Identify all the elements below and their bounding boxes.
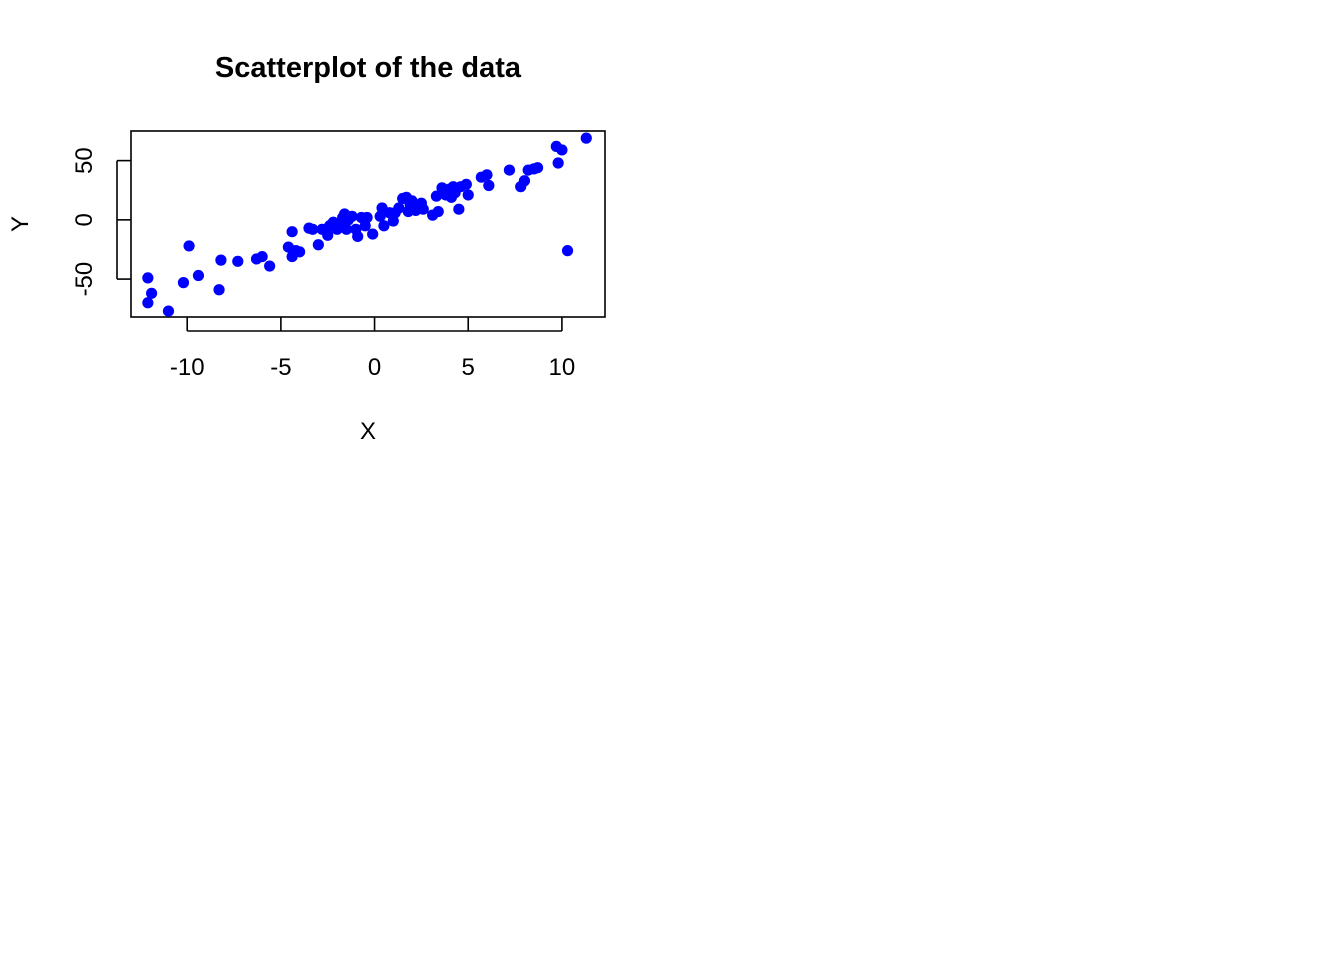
scatter-point xyxy=(352,230,364,243)
scatter-point xyxy=(256,250,268,263)
scatter-point xyxy=(307,223,319,235)
scatter-point xyxy=(481,169,493,181)
scatter-point xyxy=(232,255,244,267)
scatter-point xyxy=(378,220,390,232)
x-tick-label: 0 xyxy=(368,354,381,381)
scatter-point xyxy=(462,189,474,201)
y-tick-label: 0 xyxy=(71,213,98,226)
scatter-point xyxy=(294,246,306,258)
scatter-point xyxy=(146,287,158,299)
scatter-point xyxy=(561,245,574,257)
y-axis-label: Y xyxy=(7,216,34,232)
x-tick-label: -10 xyxy=(170,354,205,381)
scatter-point xyxy=(453,203,465,215)
x-axis-label: X xyxy=(360,418,376,445)
data-points xyxy=(142,132,592,317)
scatter-point xyxy=(142,297,154,309)
x-axis: -10 -5 0 5 10 xyxy=(170,317,575,381)
scatter-point xyxy=(346,210,358,222)
y-tick-label: -50 xyxy=(71,262,98,297)
x-tick-label: 10 xyxy=(549,354,576,381)
scatter-point xyxy=(417,203,429,215)
y-tick-label: 50 xyxy=(71,147,98,174)
scatter-point xyxy=(213,284,225,296)
scatter-point xyxy=(142,272,154,284)
scatter-point xyxy=(183,240,195,252)
scatter-point xyxy=(460,178,472,190)
scatter-point xyxy=(215,254,227,266)
scatter-point xyxy=(162,305,175,317)
scatter-point xyxy=(531,162,544,174)
scatter-point xyxy=(312,239,324,251)
scatter-point xyxy=(580,132,592,144)
scatter-point xyxy=(393,202,405,214)
scatter-point xyxy=(556,144,568,156)
scatter-point xyxy=(430,190,442,202)
chart-title: Scatterplot of the data xyxy=(215,52,522,84)
scatter-point xyxy=(552,157,564,169)
x-tick-label: 5 xyxy=(462,354,475,381)
scatter-point xyxy=(286,226,298,238)
scatter-point xyxy=(432,205,444,218)
scatter-point xyxy=(367,228,379,240)
scatter-point xyxy=(361,211,373,224)
scatter-point xyxy=(518,175,531,187)
plot-frame xyxy=(130,130,606,318)
scatter-point xyxy=(503,164,516,176)
scatter-point xyxy=(322,229,334,241)
y-axis: -50 0 50 xyxy=(71,147,131,296)
scatter-point xyxy=(192,269,205,282)
x-tick-label: -5 xyxy=(270,354,291,381)
scatter-point xyxy=(264,260,276,272)
scatter-point xyxy=(340,223,353,235)
scatter-point xyxy=(483,179,495,192)
scatter-point xyxy=(177,277,190,289)
